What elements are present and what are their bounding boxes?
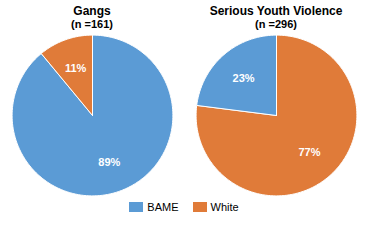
svg-text:11%: 11% (65, 62, 87, 74)
svg-text:23%: 23% (233, 72, 255, 84)
html-text:BAME: BAME (147, 201, 179, 213)
html-text:Gangs: Gangs (73, 4, 111, 18)
html-text:Serious Youth Violence: Serious Youth Violence (209, 4, 343, 18)
html-text:(n =296): (n =296) (255, 18, 297, 30)
html-text:White: White (210, 201, 239, 213)
svg-text:89%: 89% (98, 156, 120, 168)
svg-text:77%: 77% (298, 146, 320, 158)
html-text:(n =161): (n =161) (71, 18, 113, 30)
